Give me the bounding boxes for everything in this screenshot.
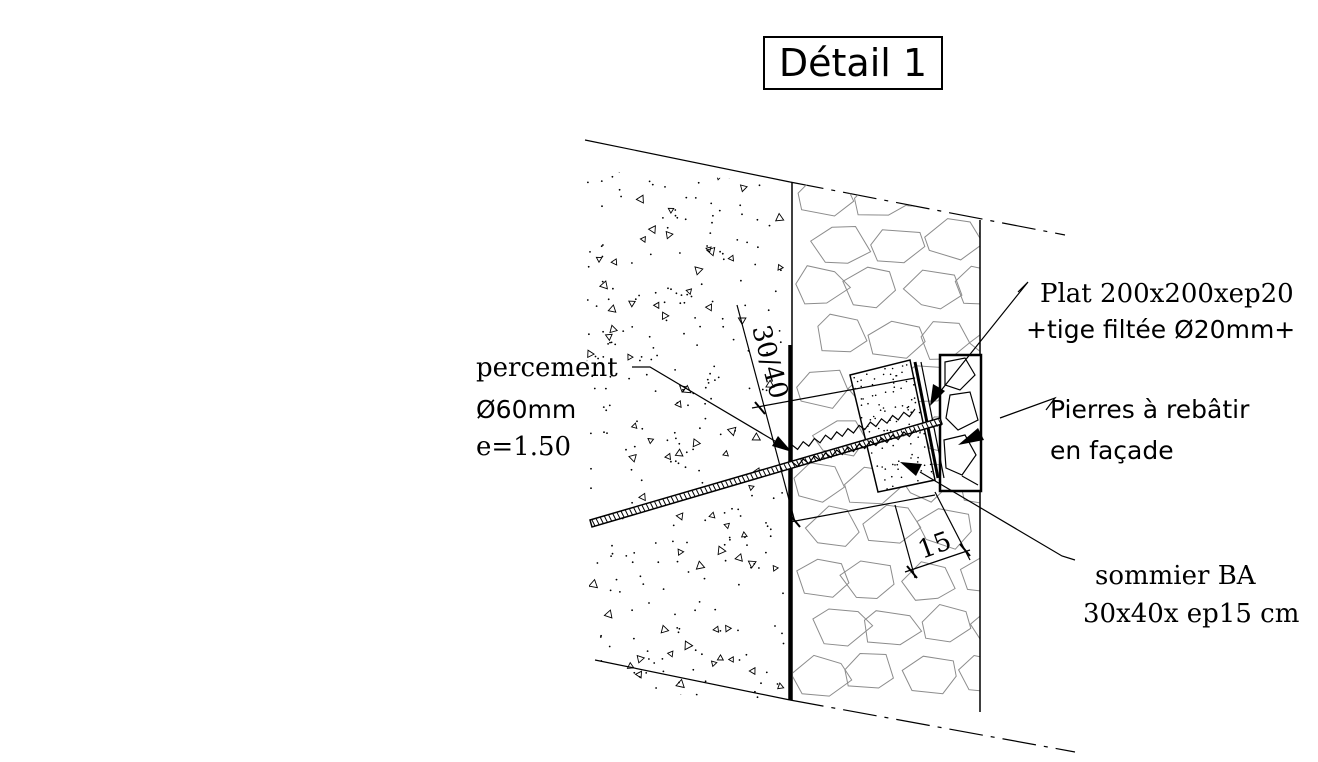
label-percement: percement: [476, 353, 618, 383]
leader-lines: [632, 281, 1076, 561]
leader-arrowheads: [772, 384, 984, 476]
label-sommier-line1: sommier BA: [1095, 561, 1257, 591]
concrete-wall-hatch: [585, 170, 786, 700]
dimension-30-40: [736, 304, 936, 528]
label-pierres-line1: Pierres à rebâtir: [1050, 395, 1250, 424]
dimension-15: [894, 491, 971, 579]
drilling-hole-edges: [791, 408, 916, 468]
threaded-rod: [589, 417, 943, 528]
label-plat-line1: Plat 200x200xep20: [1040, 279, 1294, 309]
label-spacing: e=1.50: [476, 432, 571, 462]
section-cut-lines: [584, 139, 1076, 753]
label-sommier-line2: 30x40x ep15 cm: [1083, 599, 1299, 629]
facade-stones: [938, 353, 983, 493]
label-plat-line2: +tige filtée Ø20mm+: [1026, 315, 1295, 344]
detail-title: Détail 1: [763, 36, 943, 90]
dimension-label-beam-depth: 15: [914, 526, 955, 566]
label-diameter: Ø60mm: [476, 395, 576, 424]
label-pierres-line2: en façade: [1050, 436, 1174, 465]
